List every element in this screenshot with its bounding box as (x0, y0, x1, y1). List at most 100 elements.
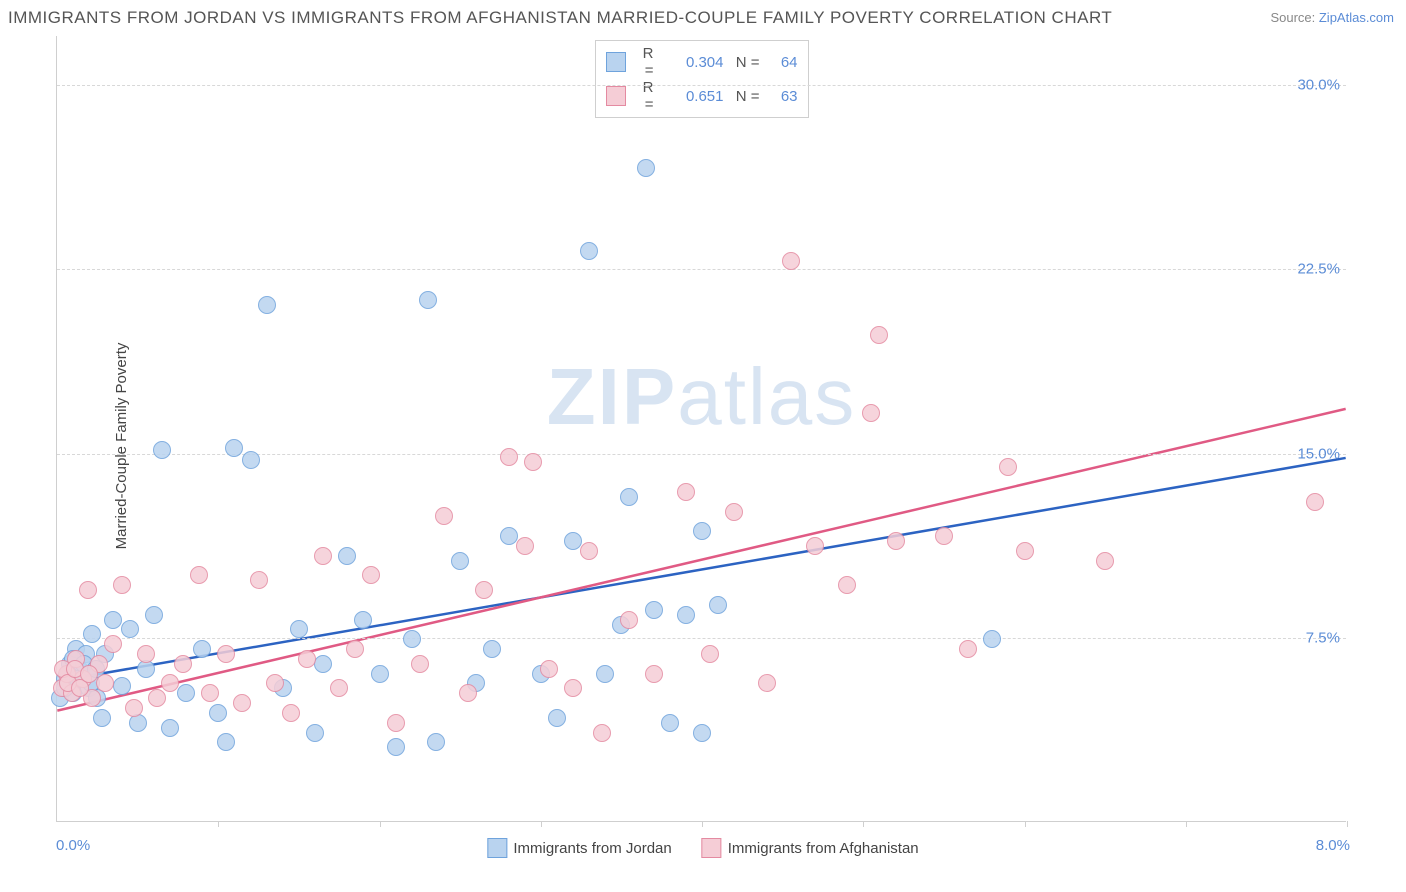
gridline-h (57, 85, 1346, 86)
legend-n-label: N = (734, 54, 760, 71)
data-point (661, 714, 679, 732)
y-tick-label: 7.5% (1306, 629, 1340, 646)
data-point (838, 576, 856, 594)
data-point (548, 709, 566, 727)
data-point (190, 566, 208, 584)
stats-legend-row: R = 0.304 N = 64 (606, 45, 798, 79)
data-point (306, 724, 324, 742)
y-tick-label: 22.5% (1297, 261, 1340, 278)
data-point (1016, 542, 1034, 560)
series-legend-item: Immigrants from Jordan (487, 838, 671, 858)
plot-area: ZIPatlas R = 0.304 N = 64 R =0.651N =63 7.5%… (56, 36, 1346, 822)
data-point (782, 252, 800, 270)
data-point (806, 537, 824, 555)
data-point (580, 542, 598, 560)
data-point (371, 665, 389, 683)
data-point (250, 571, 268, 589)
data-point (524, 453, 542, 471)
data-point (83, 625, 101, 643)
data-point (645, 665, 663, 683)
stats-legend-row: R =0.651N =63 (606, 79, 798, 113)
data-point (80, 665, 98, 683)
x-axis-min-label: 0.0% (56, 837, 90, 854)
data-point (725, 503, 743, 521)
data-point (500, 527, 518, 545)
series-name: Immigrants from Jordan (513, 840, 671, 857)
data-point (161, 674, 179, 692)
data-point (1096, 552, 1114, 570)
stats-legend-box: R = 0.304 N = 64 R =0.651N =63 (595, 40, 809, 118)
source-link[interactable]: ZipAtlas.com (1319, 10, 1394, 25)
data-point (419, 291, 437, 309)
x-tick (1186, 821, 1187, 827)
data-point (225, 439, 243, 457)
data-point (242, 451, 260, 469)
data-point (266, 674, 284, 692)
watermark: ZIPatlas (547, 351, 856, 443)
data-point (96, 674, 114, 692)
legend-r-label: R = (636, 45, 654, 79)
trend-line (57, 458, 1345, 681)
source-attribution: Source: ZipAtlas.com (1270, 10, 1394, 25)
data-point (217, 645, 235, 663)
data-point (451, 552, 469, 570)
data-point (564, 532, 582, 550)
data-point (693, 724, 711, 742)
watermark-rest: atlas (677, 352, 856, 441)
x-tick (541, 821, 542, 827)
data-point (887, 532, 905, 550)
data-point (93, 709, 111, 727)
data-point (153, 441, 171, 459)
data-point (564, 679, 582, 697)
data-point (346, 640, 364, 658)
watermark-bold: ZIP (547, 352, 677, 441)
data-point (290, 620, 308, 638)
data-point (125, 699, 143, 717)
x-tick (380, 821, 381, 827)
data-point (209, 704, 227, 722)
data-point (677, 483, 695, 501)
y-tick-label: 15.0% (1297, 445, 1340, 462)
data-point (637, 159, 655, 177)
legend-swatch (606, 86, 626, 106)
data-point (233, 694, 251, 712)
data-point (137, 645, 155, 663)
data-point (79, 581, 97, 599)
x-axis-max-label: 8.0% (1316, 837, 1350, 854)
legend-r-value: 0.304 (664, 54, 724, 71)
chart-title: IMMIGRANTS FROM JORDAN VS IMMIGRANTS FRO… (8, 8, 1112, 28)
data-point (387, 738, 405, 756)
data-point (217, 733, 235, 751)
legend-n-label: N = (734, 88, 760, 105)
data-point (758, 674, 776, 692)
data-point (113, 576, 131, 594)
data-point (201, 684, 219, 702)
data-point (104, 611, 122, 629)
data-point (104, 635, 122, 653)
gridline-h (57, 269, 1346, 270)
data-point (459, 684, 477, 702)
data-point (999, 458, 1017, 476)
data-point (148, 689, 166, 707)
data-point (540, 660, 558, 678)
legend-n-value: 64 (770, 54, 798, 71)
source-prefix: Source: (1270, 10, 1318, 25)
data-point (330, 679, 348, 697)
data-point (862, 404, 880, 422)
gridline-h (57, 638, 1346, 639)
data-point (258, 296, 276, 314)
data-point (113, 677, 131, 695)
data-point (427, 733, 445, 751)
y-tick-label: 30.0% (1297, 77, 1340, 94)
data-point (145, 606, 163, 624)
legend-r-label: R = (636, 79, 654, 113)
data-point (693, 522, 711, 540)
data-point (298, 650, 316, 668)
data-point (870, 326, 888, 344)
data-point (677, 606, 695, 624)
data-point (620, 611, 638, 629)
data-point (516, 537, 534, 555)
data-point (174, 655, 192, 673)
data-point (354, 611, 372, 629)
data-point (645, 601, 663, 619)
